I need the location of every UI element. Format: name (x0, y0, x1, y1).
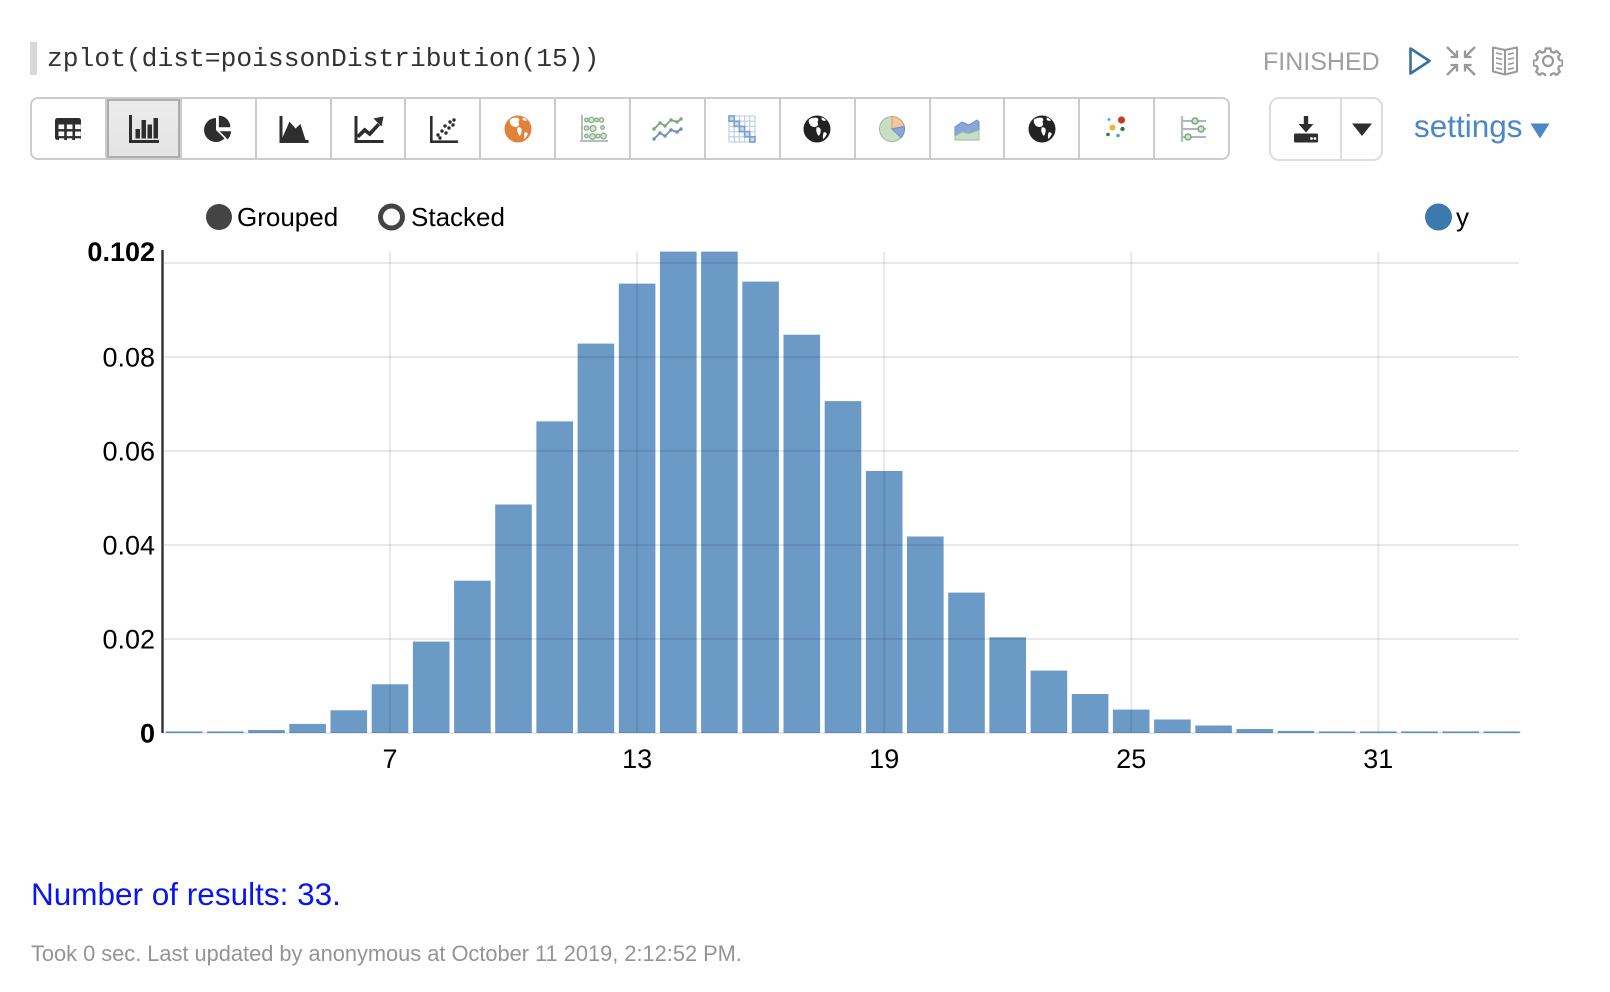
svg-text:0.102: 0.102 (87, 237, 155, 267)
svg-text:Stacked: Stacked (411, 202, 505, 232)
svg-text:0: 0 (140, 719, 155, 749)
svg-text:31: 31 (1363, 744, 1393, 774)
svg-text:13: 13 (622, 744, 652, 774)
svg-text:7: 7 (382, 744, 397, 774)
svg-text:19: 19 (869, 744, 899, 774)
svg-text:0.02: 0.02 (102, 625, 155, 655)
svg-text:0.04: 0.04 (102, 531, 155, 561)
svg-text:Grouped: Grouped (237, 202, 338, 232)
svg-text:25: 25 (1116, 744, 1146, 774)
svg-text:0.06: 0.06 (102, 437, 155, 467)
svg-text:0.08: 0.08 (102, 343, 155, 373)
svg-text:y: y (1456, 202, 1469, 232)
